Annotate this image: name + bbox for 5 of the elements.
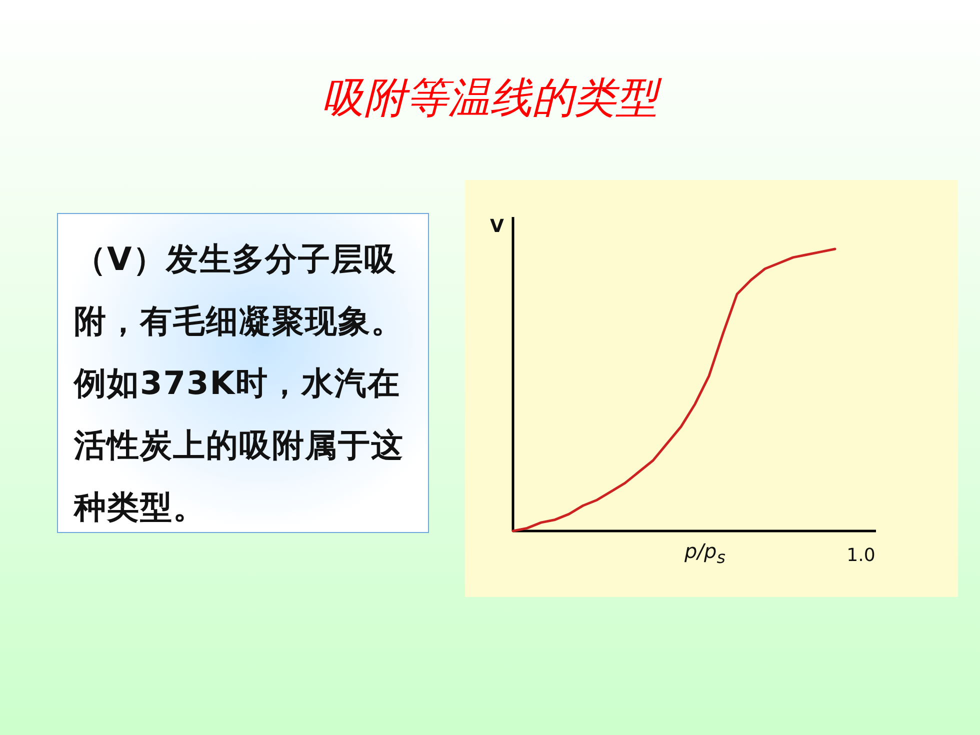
text: （V）发生多分子层吸附，有毛细凝聚现象。例如373K时，水汽在活性炭上的吸附属于这种类型。 [57,213,429,533]
text: 1.0 [846,545,876,566]
chart-title: 吸附等温线的类型 [321,72,663,124]
y-axis-title: V [490,216,504,237]
x-axis-title: p/p$_{s}$ [684,539,726,567]
